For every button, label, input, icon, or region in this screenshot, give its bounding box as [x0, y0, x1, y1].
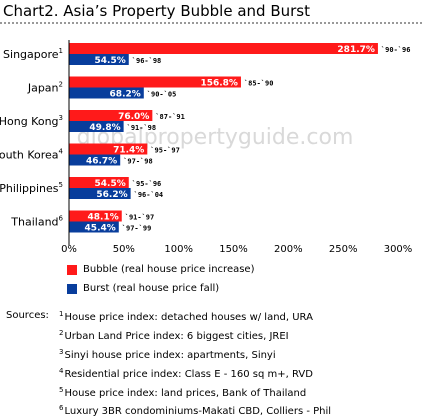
legend-swatch-burst	[67, 283, 77, 294]
period-label: `96-`98	[132, 57, 162, 65]
bar-value-label: 71.4%	[113, 146, 144, 156]
bar-value-label: 46.7%	[86, 157, 117, 167]
source-text: Luxury 3BR condominiums-Makati CBD, Coll…	[64, 406, 332, 417]
period-label: `96-`04	[134, 191, 164, 199]
source-note: 3	[59, 348, 64, 356]
bubble-bar	[69, 110, 153, 121]
burst-bar	[69, 188, 131, 199]
source-item: 4Residential price index: Class E - 160 …	[59, 367, 313, 380]
bubble-bar	[69, 210, 122, 222]
bar-value-label: 156.8%	[200, 79, 238, 89]
burst-bar	[69, 121, 124, 132]
legend-item-bubble: Bubble (real house price increase)	[67, 264, 254, 275]
source-note: 2	[59, 329, 64, 337]
source-note: 5	[59, 386, 64, 394]
burst-bar	[69, 221, 119, 233]
period-label: `90-`05	[147, 91, 177, 99]
source-item: 3Sinyi house price index: apartments, Si…	[59, 348, 276, 361]
period-label: `91-`98	[127, 124, 157, 132]
legend-item-burst: Burst (real house price fall)	[67, 283, 219, 294]
x-tick-label: 50%	[113, 244, 135, 255]
legend-swatch-bubble	[67, 264, 77, 275]
x-tick-label: 250%	[329, 244, 358, 255]
bar-value-label: 281.7%	[337, 45, 375, 55]
burst-bar	[69, 54, 129, 65]
source-item: 2Urban Land Price index: 6 biggest citie…	[59, 329, 289, 342]
period-label: `87-`91	[155, 113, 185, 121]
x-tick-label: 300%	[384, 244, 413, 255]
period-label: `97-`98	[123, 158, 153, 166]
source-note: 4	[59, 367, 64, 375]
source-text: House price index: detached houses w/ la…	[64, 312, 313, 323]
x-tick-label: 150%	[219, 244, 248, 255]
bar-value-label: 54.5%	[95, 179, 126, 189]
source-text: Sinyi house price index: apartments, Sin…	[64, 350, 276, 361]
period-label: `95-`97	[150, 147, 180, 155]
bar-value-label: 45.4%	[85, 224, 116, 234]
legend-label-burst: Burst (real house price fall)	[83, 283, 220, 294]
period-label: `97-`99	[122, 225, 152, 233]
bar-value-label: 54.5%	[95, 56, 126, 66]
x-tick-label: 0%	[61, 244, 77, 255]
bar-value-label: 76.0%	[118, 112, 149, 122]
category-label: Hong Kong3	[0, 114, 63, 128]
category-label: South Korea4	[0, 148, 64, 162]
bubble-bar	[69, 76, 241, 88]
source-item: 6Luxury 3BR condominiums-Makati CBD, Col…	[59, 404, 331, 417]
bar-value-label: 49.8%	[89, 123, 120, 133]
category-label: Thailand6	[10, 215, 63, 229]
source-text: Residential price index: Class E - 160 s…	[64, 369, 313, 380]
title-divider	[0, 22, 422, 24]
source-text: Urban Land Price index: 6 biggest cities…	[64, 331, 289, 342]
bar-value-label: 48.1%	[88, 213, 119, 223]
x-tick-label: 100%	[164, 244, 193, 255]
source-text: House price index: land prices, Bank of …	[64, 388, 307, 399]
chart-title: Chart2. Asia’s Property Bubble and Burst	[3, 2, 310, 20]
period-label: `85-`90	[244, 80, 274, 88]
period-label: `95-`96	[132, 180, 162, 188]
period-label: `91-`97	[125, 214, 155, 222]
bubble-bar	[69, 143, 148, 155]
source-note: 6	[59, 404, 64, 412]
bar-value-label: 56.2%	[96, 190, 127, 200]
bar-value-label: 68.2%	[110, 90, 141, 100]
sources-label: Sources:	[6, 310, 49, 321]
bubble-bar	[69, 177, 129, 188]
period-label: `90-`96	[381, 46, 411, 54]
x-tick-label: 200%	[274, 244, 303, 255]
source-item: 1House price index: detached houses w/ l…	[59, 310, 313, 323]
burst-bar	[69, 87, 144, 99]
legend-label-bubble: Bubble (real house price increase)	[83, 264, 255, 275]
source-note: 1	[59, 310, 64, 318]
burst-bar	[69, 154, 121, 166]
source-item: 5House price index: land prices, Bank of…	[59, 386, 306, 399]
bubble-bar	[69, 43, 378, 54]
category-label: Japan2	[27, 81, 63, 95]
category-label: Singapore1	[3, 47, 63, 61]
category-label: Philippines5	[0, 181, 63, 195]
